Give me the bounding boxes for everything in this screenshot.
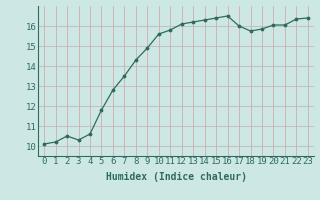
X-axis label: Humidex (Indice chaleur): Humidex (Indice chaleur) (106, 172, 246, 182)
